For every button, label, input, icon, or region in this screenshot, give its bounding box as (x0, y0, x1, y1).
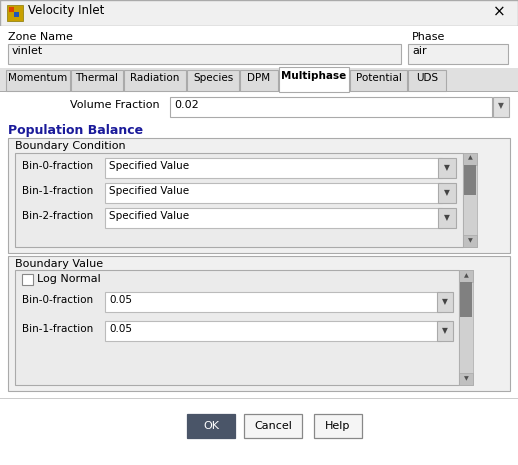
Bar (463, 153, 477, 247)
Text: DPM: DPM (248, 73, 270, 83)
Text: ▼: ▼ (498, 101, 504, 111)
Text: ▼: ▼ (442, 298, 448, 306)
Bar (408, 70, 446, 91)
Text: Radiation: Radiation (131, 73, 180, 83)
Bar (71, 70, 123, 91)
Text: Specified Value: Specified Value (109, 186, 189, 196)
Bar (8, 44, 401, 64)
Bar (0, 0, 518, 26)
Bar (244, 414, 302, 438)
Bar (170, 97, 492, 117)
Bar (408, 44, 508, 64)
Bar (240, 70, 278, 91)
Text: ▼: ▼ (468, 239, 472, 244)
Bar (459, 270, 473, 385)
Bar (438, 183, 456, 203)
Text: Bin-1-fraction: Bin-1-fraction (22, 186, 93, 196)
Text: Bin-2-fraction: Bin-2-fraction (22, 211, 93, 221)
Text: Specified Value: Specified Value (109, 161, 189, 171)
Bar (0, 91, 518, 92)
Text: ▼: ▼ (444, 213, 450, 222)
Text: Momentum: Momentum (8, 73, 68, 83)
Text: Multiphase: Multiphase (281, 71, 347, 81)
Text: Log Normal: Log Normal (37, 274, 100, 284)
Text: Phase: Phase (412, 32, 445, 42)
Bar (438, 208, 456, 228)
Bar (124, 70, 186, 91)
Bar (493, 97, 509, 117)
Bar (314, 414, 362, 438)
Bar (463, 235, 477, 247)
Bar (187, 414, 235, 438)
Text: ▲: ▲ (464, 273, 468, 279)
Text: Thermal: Thermal (76, 73, 119, 83)
Bar (14, 12, 19, 17)
Text: Bin-0-fraction: Bin-0-fraction (22, 295, 93, 305)
Text: Boundary Condition: Boundary Condition (15, 141, 126, 151)
Bar (463, 153, 477, 165)
Bar (350, 70, 407, 91)
Bar (438, 158, 456, 178)
Bar (15, 270, 459, 385)
Bar (7, 5, 23, 21)
Bar (459, 373, 473, 385)
Text: vinlet: vinlet (12, 46, 43, 56)
Text: 0.05: 0.05 (109, 295, 132, 305)
Text: ▼: ▼ (442, 326, 448, 336)
Bar (0, 398, 518, 399)
Bar (187, 70, 239, 91)
Bar (9, 7, 14, 12)
Text: Potential: Potential (355, 73, 401, 83)
Text: Bin-1-fraction: Bin-1-fraction (22, 324, 93, 334)
Text: 0.02: 0.02 (174, 100, 199, 110)
Bar (437, 292, 453, 312)
Bar (0, 68, 518, 92)
Bar (22, 274, 33, 285)
Text: Zone Name: Zone Name (8, 32, 73, 42)
Bar (279, 67, 349, 92)
Bar (8, 138, 510, 253)
Bar (105, 183, 442, 203)
Text: OK: OK (203, 421, 219, 431)
Bar (105, 208, 442, 228)
Text: Specified Value: Specified Value (109, 211, 189, 221)
Text: Help: Help (325, 421, 351, 431)
Text: air: air (412, 46, 427, 56)
Bar (464, 165, 476, 195)
Bar (105, 292, 441, 312)
Bar (105, 321, 441, 341)
Text: Species: Species (193, 73, 233, 83)
Text: Cancel: Cancel (254, 421, 292, 431)
Text: UDS: UDS (416, 73, 438, 83)
Bar (460, 282, 472, 317)
Text: ▼: ▼ (464, 377, 468, 381)
Text: Volume Fraction: Volume Fraction (70, 100, 160, 110)
Text: Bin-0-fraction: Bin-0-fraction (22, 161, 93, 171)
Text: ▼: ▼ (444, 188, 450, 198)
Text: 0.05: 0.05 (109, 324, 132, 334)
Bar (459, 270, 473, 282)
Text: Population Balance: Population Balance (8, 124, 143, 137)
Bar (15, 153, 463, 247)
Bar (105, 158, 442, 178)
Bar (8, 256, 510, 391)
Bar (6, 70, 70, 91)
Text: Boundary Value: Boundary Value (15, 259, 103, 269)
Text: Velocity Inlet: Velocity Inlet (28, 4, 104, 17)
Text: ▲: ▲ (468, 155, 472, 160)
Text: ▼: ▼ (444, 164, 450, 173)
Text: ×: × (493, 5, 506, 20)
Bar (437, 321, 453, 341)
